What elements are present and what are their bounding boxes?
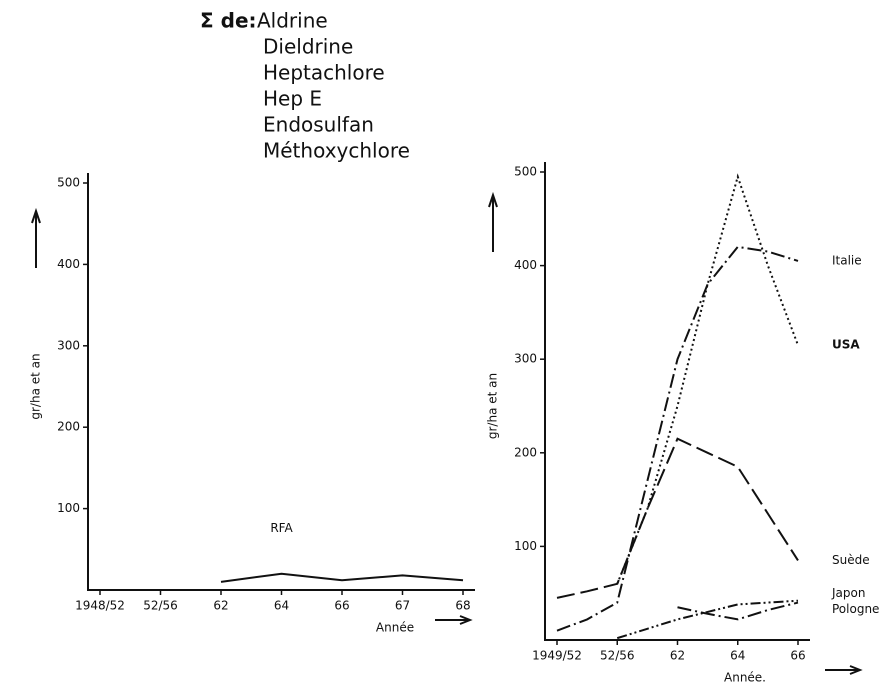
y-tick-label: 300 — [57, 338, 80, 352]
y-arrow — [488, 191, 498, 252]
axes — [544, 162, 810, 641]
y-tick-label: 500 — [514, 165, 537, 179]
x-axis-label: Année. — [724, 671, 766, 685]
y-tick-label: 100 — [57, 501, 80, 515]
y-axis-label: gr/ha et an — [486, 373, 500, 439]
y-tick-label: 400 — [514, 258, 537, 272]
title-item: Dieldrine — [263, 35, 353, 59]
series-line — [556, 437, 799, 599]
y-tick-label: 200 — [514, 445, 537, 459]
title-item: Hep E — [263, 87, 322, 111]
x-tick-label: 62 — [213, 599, 228, 613]
y-tick-label: 200 — [57, 420, 80, 434]
x-tick-label: 67 — [395, 599, 410, 613]
y-tick-label: 400 — [57, 257, 80, 271]
series-line — [556, 245, 799, 632]
x-arrow — [825, 665, 863, 675]
x-tick-label: 1948/52 — [75, 599, 125, 613]
x-arrow — [435, 615, 473, 625]
series-label: RFA — [270, 521, 293, 535]
x-tick-label: 68 — [455, 599, 470, 613]
x-tick-label: 1949/52 — [532, 649, 582, 663]
y-axis-label: gr/ha et an — [29, 353, 43, 419]
title-item: Méthoxychlore — [263, 139, 410, 163]
y-tick-label: 100 — [514, 539, 537, 553]
series-label: Italie — [832, 253, 862, 267]
title-item: Heptachlore — [263, 61, 385, 85]
series-line — [677, 601, 799, 621]
y-arrow — [31, 207, 41, 268]
axes — [87, 173, 475, 591]
title-item: Aldrine — [257, 9, 328, 33]
series-label: Suède — [832, 553, 870, 567]
title: Σ de: — [200, 9, 257, 33]
x-tick-label: 52/56 — [600, 649, 635, 663]
y-tick-label: 500 — [57, 176, 80, 190]
series-line — [616, 599, 799, 640]
x-tick-label: 66 — [790, 649, 805, 663]
x-tick-label: 64 — [274, 599, 289, 613]
x-tick-label: 66 — [334, 599, 349, 613]
x-axis-label: Année — [376, 621, 414, 635]
x-tick-label: 52/56 — [143, 599, 178, 613]
series-line — [220, 572, 464, 583]
series-label: USA — [832, 338, 860, 352]
series-label: Japon — [831, 586, 865, 600]
x-tick-label: 62 — [670, 649, 685, 663]
series-line — [616, 173, 799, 585]
y-tick-label: 300 — [514, 352, 537, 366]
title-item: Endosulfan — [263, 113, 374, 137]
x-tick-label: 64 — [730, 649, 745, 663]
series-label: Pologne — [832, 602, 879, 616]
